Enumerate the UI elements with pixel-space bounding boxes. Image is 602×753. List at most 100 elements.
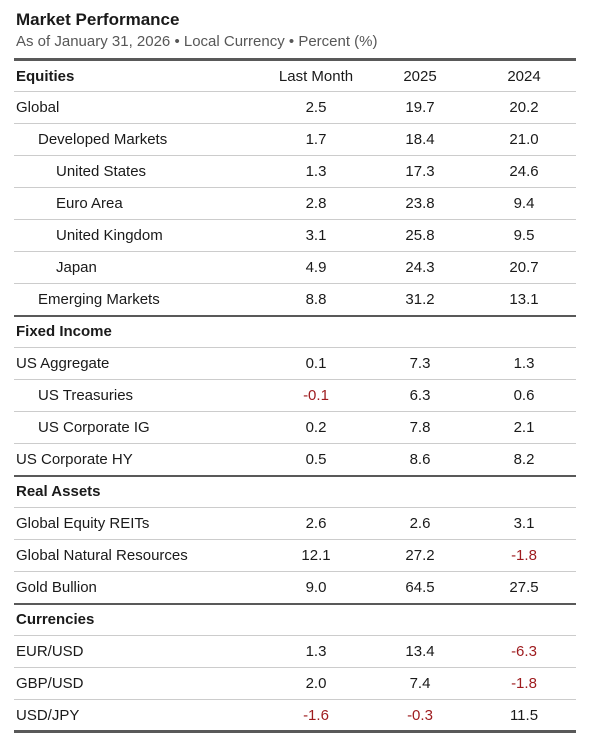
row-label: Global Equity REITs — [16, 515, 150, 532]
section-header-row: Currencies — [14, 603, 576, 636]
row-label: US Aggregate — [16, 355, 110, 372]
column-header: 2024 — [507, 67, 541, 85]
row-label: US Treasuries — [38, 387, 134, 404]
row-label: USD/JPY — [16, 706, 80, 724]
column-header: 2025 — [403, 67, 437, 85]
value-cell: 0.2 — [305, 419, 327, 436]
row-label: Global Natural Resources — [16, 547, 188, 564]
table-row: United Kingdom 3.1 25.8 9.5 — [14, 219, 576, 252]
value-cell: -1.8 — [511, 547, 537, 564]
table-row: EUR/USD 1.3 13.4 -6.3 — [14, 635, 576, 668]
column-header — [472, 604, 576, 636]
value-cell: 17.3 — [405, 163, 435, 180]
row-label: United States — [56, 163, 147, 180]
column-header — [472, 316, 576, 348]
value-cell: 8.2 — [513, 450, 535, 468]
value-cell: 27.2 — [405, 547, 435, 564]
value-cell: 1.3 — [513, 355, 535, 372]
value-cell: 2.1 — [513, 419, 535, 436]
value-cell: 20.2 — [509, 99, 539, 116]
column-header: Last Month — [278, 67, 354, 85]
row-label: US Corporate HY — [16, 450, 133, 468]
column-header — [264, 316, 368, 348]
value-cell: 13.1 — [509, 290, 539, 308]
value-cell: 3.1 — [513, 515, 535, 532]
value-cell: 20.7 — [509, 259, 539, 276]
value-cell: 9.0 — [305, 578, 327, 596]
value-cell: 7.8 — [409, 419, 431, 436]
value-cell: 9.4 — [513, 195, 535, 212]
column-header — [368, 604, 472, 636]
row-label: US Corporate IG — [38, 419, 150, 436]
table-row: US Corporate HY 0.5 8.6 8.2 — [14, 443, 576, 476]
table-row: USD/JPY -1.6 -0.3 11.5 — [14, 699, 576, 732]
value-cell: 2.0 — [305, 675, 327, 692]
value-cell: 23.8 — [405, 195, 435, 212]
row-label: Japan — [56, 259, 97, 276]
value-cell: 19.7 — [405, 99, 435, 116]
row-label: Emerging Markets — [38, 290, 160, 308]
value-cell: 0.6 — [513, 387, 535, 404]
value-cell: 11.5 — [509, 706, 539, 724]
value-cell: 7.3 — [409, 355, 431, 372]
section-header-row: Equities Last Month 2025 2024 — [14, 60, 576, 92]
value-cell: 12.1 — [301, 547, 331, 564]
value-cell: 27.5 — [509, 578, 539, 596]
value-cell: 2.6 — [409, 515, 431, 532]
row-label: United Kingdom — [56, 227, 163, 244]
value-cell: 4.9 — [305, 259, 327, 276]
column-header — [472, 476, 576, 508]
value-cell: 6.3 — [409, 387, 431, 404]
table-row: Euro Area 2.8 23.8 9.4 — [14, 187, 576, 220]
table-row: GBP/USD 2.0 7.4 -1.8 — [14, 667, 576, 700]
table-row: Developed Markets 1.7 18.4 21.0 — [14, 123, 576, 156]
column-header — [264, 604, 368, 636]
value-cell: 13.4 — [405, 643, 435, 660]
column-header — [368, 316, 472, 348]
table-row: Global 2.5 19.7 20.2 — [14, 91, 576, 124]
column-header — [264, 476, 368, 508]
table-row: US Corporate IG 0.2 7.8 2.1 — [14, 411, 576, 444]
market-performance-table: Equities Last Month 2025 2024 Global 2.5 19.7 2… — [14, 58, 576, 733]
value-cell: -0.1 — [303, 387, 329, 404]
value-cell: -1.8 — [511, 675, 537, 692]
value-cell: 24.3 — [405, 259, 435, 276]
table-row: United States 1.3 17.3 24.6 — [14, 155, 576, 188]
value-cell: 25.8 — [405, 227, 435, 244]
section-label: Fixed Income — [16, 323, 112, 341]
value-cell: 64.5 — [405, 578, 435, 596]
value-cell: 8.8 — [305, 290, 327, 308]
table-row: Global Natural Resources 12.1 27.2 -1.8 — [14, 539, 576, 572]
value-cell: 18.4 — [405, 131, 435, 148]
section-header-row: Fixed Income — [14, 315, 576, 348]
value-cell: 8.6 — [409, 450, 431, 468]
column-header — [368, 476, 472, 508]
section-label: Real Assets — [16, 483, 101, 501]
value-cell: 0.1 — [305, 355, 327, 372]
section-header-row: Real Assets — [14, 475, 576, 508]
table-row: US Treasuries -0.1 6.3 0.6 — [14, 379, 576, 412]
row-label: Euro Area — [56, 195, 123, 212]
value-cell: 2.8 — [305, 195, 327, 212]
value-cell: 31.2 — [405, 290, 435, 308]
section-label: Currencies — [16, 611, 95, 629]
value-cell: 2.5 — [305, 99, 327, 116]
value-cell: -0.3 — [407, 706, 433, 724]
page: Market Performance As of January 31, 202… — [14, 10, 576, 733]
value-cell: 0.5 — [305, 450, 327, 468]
table-row: Gold Bullion 9.0 64.5 27.5 — [14, 571, 576, 604]
value-cell: -6.3 — [511, 643, 537, 660]
row-label: GBP/USD — [16, 675, 84, 692]
table-row: Japan 4.9 24.3 20.7 — [14, 251, 576, 284]
value-cell: 1.3 — [305, 643, 327, 660]
table-row: Emerging Markets 8.8 31.2 13.1 — [14, 283, 576, 316]
table-row: US Aggregate 0.1 7.3 1.3 — [14, 347, 576, 380]
value-cell: 1.3 — [305, 163, 327, 180]
value-cell: 1.7 — [305, 131, 327, 148]
value-cell: 21.0 — [509, 131, 539, 148]
value-cell: 7.4 — [409, 675, 431, 692]
row-label: Global — [16, 99, 60, 116]
value-cell: 2.6 — [305, 515, 327, 532]
row-label: Gold Bullion — [16, 578, 97, 596]
table-row: Global Equity REITs 2.6 2.6 3.1 — [14, 507, 576, 540]
